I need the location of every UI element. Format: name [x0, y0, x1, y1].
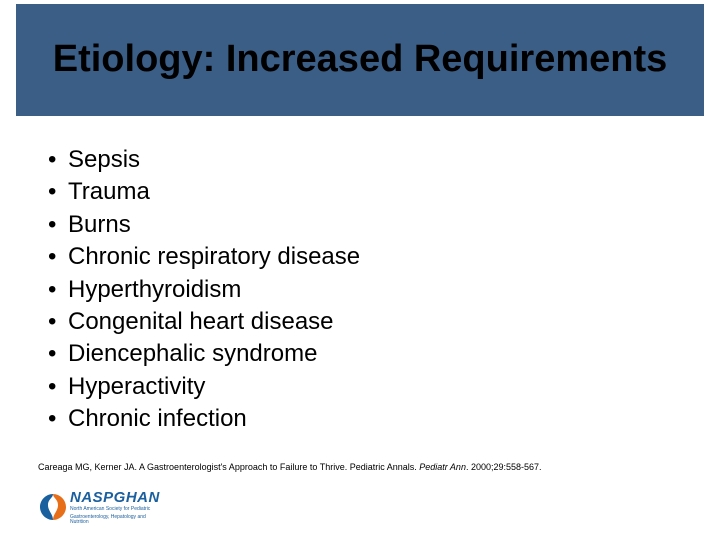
bullet-text: Congenital heart disease — [68, 306, 334, 338]
bullet-text: Chronic respiratory disease — [68, 241, 360, 273]
citation: Careaga MG, Kerner JA. A Gastroenterolog… — [38, 462, 542, 472]
bullet-item: •Hyperthyroidism — [48, 274, 360, 306]
bullet-text: Chronic infection — [68, 403, 247, 435]
title-bar: Etiology: Increased Requirements — [16, 4, 704, 116]
bullet-list: •Sepsis•Trauma•Burns•Chronic respiratory… — [48, 144, 360, 436]
bullet-item: •Chronic infection — [48, 403, 360, 435]
bullet-dot-icon: • — [48, 176, 68, 208]
slide-title: Etiology: Increased Requirements — [53, 38, 668, 82]
citation-suffix: . 2000;29:558-567. — [466, 462, 542, 472]
bullet-dot-icon: • — [48, 371, 68, 403]
bullet-item: •Congenital heart disease — [48, 306, 360, 338]
bullet-dot-icon: • — [48, 306, 68, 338]
citation-prefix: Careaga MG, Kerner JA. A Gastroenterolog… — [38, 462, 419, 472]
bullet-text: Sepsis — [68, 144, 140, 176]
bullet-text: Trauma — [68, 176, 150, 208]
bullet-dot-icon: • — [48, 241, 68, 273]
bullet-dot-icon: • — [48, 403, 68, 435]
bullet-item: •Sepsis — [48, 144, 360, 176]
bullet-item: •Burns — [48, 209, 360, 241]
bullet-dot-icon: • — [48, 338, 68, 370]
bullet-text: Diencephalic syndrome — [68, 338, 317, 370]
bullet-text: Hyperactivity — [68, 371, 205, 403]
logo-text: NASPGHAN North American Society for Pedi… — [70, 490, 160, 526]
bullet-item: •Trauma — [48, 176, 360, 208]
citation-italic: Pediatr Ann — [419, 462, 466, 472]
bullet-dot-icon: • — [48, 144, 68, 176]
bullet-item: •Chronic respiratory disease — [48, 241, 360, 273]
logo: NASPGHAN North American Society for Pedi… — [38, 490, 158, 526]
logo-tagline-1: North American Society for Pediatric — [70, 507, 160, 513]
bullet-item: •Diencephalic syndrome — [48, 338, 360, 370]
logo-mark-icon — [38, 492, 68, 522]
bullet-item: •Hyperactivity — [48, 371, 360, 403]
logo-name: NASPGHAN — [70, 490, 160, 505]
bullet-dot-icon: • — [48, 274, 68, 306]
bullet-text: Burns — [68, 209, 131, 241]
slide: Etiology: Increased Requirements •Sepsis… — [0, 0, 720, 540]
bullet-dot-icon: • — [48, 209, 68, 241]
bullet-text: Hyperthyroidism — [68, 274, 241, 306]
logo-tagline-2: Gastroenterology, Hepatology and Nutriti… — [70, 515, 160, 526]
